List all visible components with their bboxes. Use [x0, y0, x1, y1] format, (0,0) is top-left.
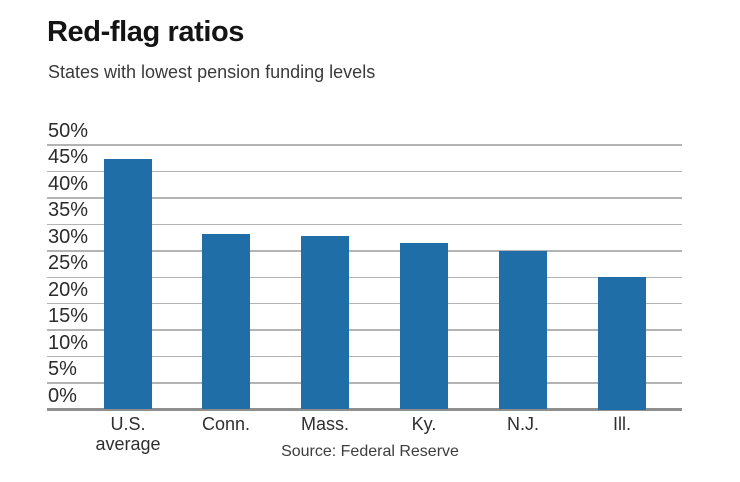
gridline-35pct [47, 223, 682, 226]
xtick-label-ky: Ky. [411, 414, 437, 434]
gridline-15pct [47, 329, 682, 331]
ytick-label-50pct: 50% [48, 120, 89, 142]
gridline-20pct [47, 302, 682, 305]
ytick-label-40pct: 40% [48, 172, 89, 195]
ytick-label-25pct: 25% [48, 252, 89, 275]
source-note: Source: Federal Reserve [281, 443, 459, 460]
xtick-label-us-average: U.S. average [95, 414, 161, 454]
ytick-label-45pct: 45% [48, 146, 89, 169]
bar-mass [301, 235, 349, 410]
chart-subtitle: States with lowest pension funding level… [48, 62, 376, 82]
gridline-25pct [47, 276, 682, 278]
ytick-label-15pct: 15% [48, 305, 89, 328]
ytick-label-35pct: 35% [48, 199, 89, 222]
bar-ky [400, 243, 448, 410]
xtick-label-ill: Ill. [613, 414, 631, 434]
gridline-10pct [47, 355, 682, 358]
ytick-label-5pct: 5% [48, 358, 77, 381]
bar-conn [202, 233, 250, 410]
xtick-label-conn: Conn. [201, 414, 251, 434]
bar-us-average [104, 158, 152, 410]
gridline-40pct [47, 197, 682, 199]
ytick-label-0pct: 0% [48, 384, 77, 407]
ytick-label-20pct: 20% [48, 278, 89, 301]
gridline-50pct [47, 144, 682, 146]
ytick-label-10pct: 10% [48, 331, 89, 354]
bar-ill [598, 277, 646, 410]
x-axis-line [47, 408, 682, 411]
xtick-label-nj: N.J. [506, 414, 539, 434]
xtick-label-mass: Mass. [300, 414, 349, 434]
bar-nj [499, 250, 547, 410]
ytick-label-30pct: 30% [48, 225, 89, 248]
gridline-30pct [47, 250, 682, 252]
chart-title: Red-flag ratios [47, 16, 245, 48]
gridline-45pct [47, 170, 682, 173]
gridline-5pct [47, 382, 682, 384]
